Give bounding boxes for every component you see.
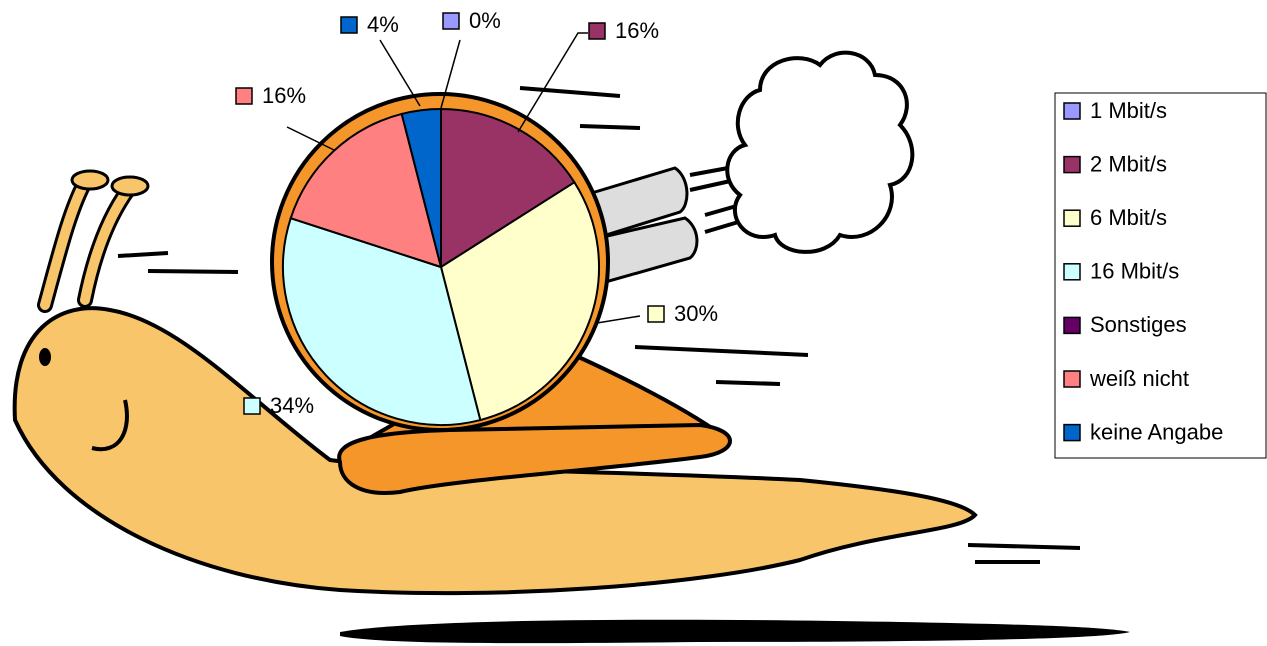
label-swatch — [340, 16, 358, 34]
legend-swatch — [1063, 316, 1081, 335]
data-label: 30% — [674, 301, 718, 326]
data-label: 16% — [615, 18, 659, 43]
label-swatch — [243, 397, 261, 415]
leader-line — [379, 39, 421, 107]
foot-lip — [337, 422, 732, 495]
data-label: 4% — [367, 12, 399, 37]
legend-label: 6 Mbit/s — [1090, 205, 1167, 230]
pie-slice — [439, 180, 600, 422]
label-swatch — [588, 22, 606, 40]
pie-slice — [400, 107, 442, 268]
pie — [282, 107, 600, 426]
legend-swatch — [1063, 155, 1081, 174]
data-label: 34% — [270, 393, 314, 418]
data-label: 16% — [262, 83, 306, 108]
legend-label: Sonstiges — [1090, 312, 1187, 337]
label-swatch — [647, 305, 665, 323]
leader-line — [286, 126, 335, 151]
pie-slice — [440, 107, 576, 269]
legend-box — [1054, 92, 1267, 459]
legend-label: weiß nicht — [1089, 366, 1189, 391]
legend-label: 2 Mbit/s — [1090, 151, 1167, 176]
legend-swatch — [1063, 209, 1081, 227]
exhaust-pipes — [583, 166, 699, 287]
leader-line — [596, 315, 641, 324]
legend-swatch — [1063, 102, 1081, 120]
leader-line — [440, 39, 461, 109]
label-swatch — [442, 12, 460, 30]
eye — [39, 348, 51, 366]
pie-slice — [282, 216, 482, 426]
legend-swatch — [1063, 423, 1081, 442]
smile — [91, 399, 129, 452]
pie-slice — [289, 112, 443, 269]
legend-label: 1 Mbit/s — [1090, 98, 1167, 123]
antennae — [37, 169, 150, 313]
data-label: 0% — [469, 8, 501, 33]
legend-swatch — [1063, 263, 1081, 281]
snail-body — [12, 306, 978, 596]
shadow — [340, 619, 1130, 644]
cloud — [725, 50, 915, 254]
label-swatch — [235, 87, 253, 105]
legend-label: keine Angabe — [1090, 419, 1223, 444]
legend-swatch — [1063, 370, 1081, 388]
leader-line — [517, 32, 588, 133]
legend-label: 16 Mbit/s — [1090, 259, 1179, 284]
